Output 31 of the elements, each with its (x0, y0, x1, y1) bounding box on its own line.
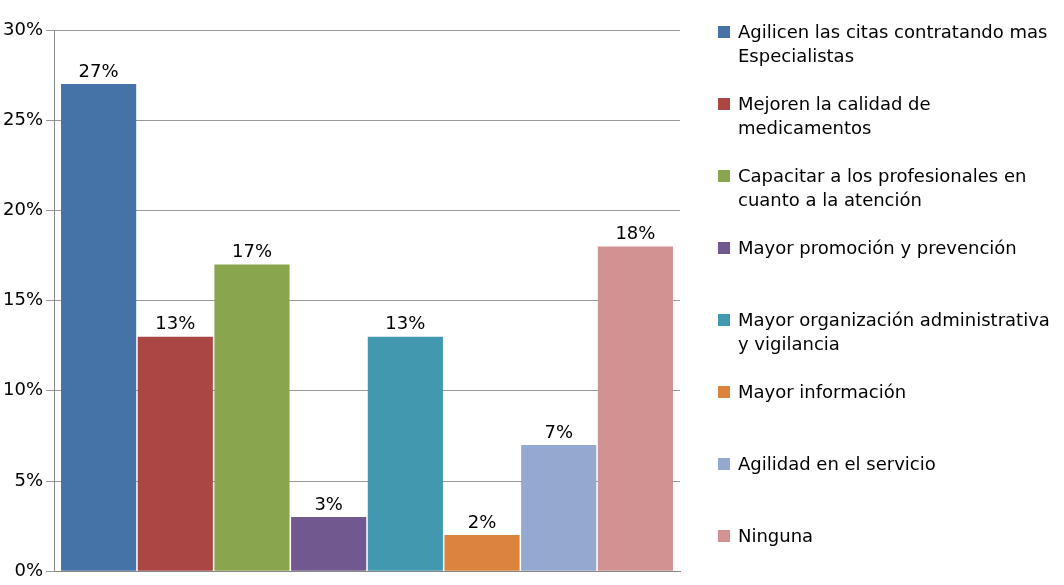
bar (597, 246, 673, 571)
legend-label: Mayor organización administrativa y vigilancia (738, 308, 1051, 356)
legend-label: Capacitar a los profesionales en cuanto a la atención (738, 164, 1028, 212)
legend-label: Ninguna (738, 524, 814, 548)
legend-label: Mayor promoción y prevención (738, 236, 1017, 260)
data-label: 17% (231, 240, 272, 262)
y-tick-label: 0% (14, 558, 44, 580)
y-tick-label: 5% (14, 468, 44, 490)
y-tick-label: 25% (2, 107, 44, 129)
legend-label: Mayor información (738, 380, 907, 404)
bar (521, 444, 597, 571)
bar (61, 84, 137, 571)
data-label: 7% (544, 420, 573, 442)
bar (444, 535, 520, 571)
y-tick-label: 20% (2, 198, 44, 220)
y-tick-label: 30% (2, 17, 44, 39)
bar (214, 264, 290, 571)
legend-label: Agilicen las citas contratando mas Especialistas (738, 20, 1049, 68)
legend-label: Agilidad en el servicio (738, 452, 936, 476)
y-tick-label: 15% (2, 288, 44, 310)
data-label: 13% (155, 312, 196, 334)
data-label: 13% (385, 312, 426, 334)
bar (367, 336, 443, 571)
bar (137, 336, 213, 571)
data-label: 2% (467, 510, 497, 532)
y-tick-label: 10% (2, 378, 44, 400)
legend-label: Mejoren la calidad de medicamentos (738, 92, 932, 140)
data-label: 18% (615, 222, 656, 244)
data-label: 3% (314, 492, 343, 514)
data-label: 27% (78, 59, 119, 81)
bar (291, 517, 367, 571)
